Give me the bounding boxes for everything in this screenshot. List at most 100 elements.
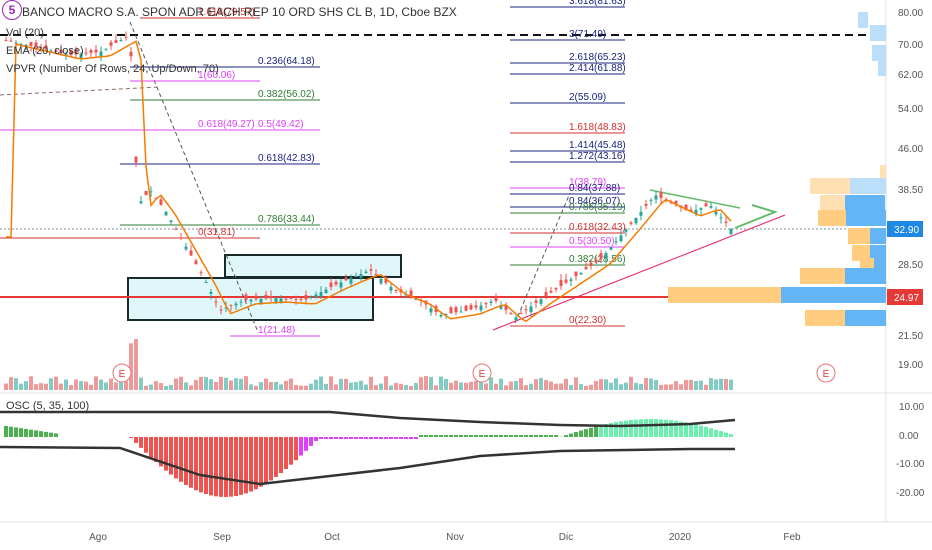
oscillator-bar — [589, 427, 593, 437]
legend-vpvr[interactable]: VPVR (Number Of Rows, 24, Up/Down, 70) — [6, 63, 219, 75]
time-tick: Dic — [559, 532, 573, 543]
oscillator-bar — [129, 437, 133, 438]
oscillator-bar — [214, 437, 218, 497]
candle — [49, 50, 53, 52]
candle — [349, 278, 353, 284]
oscillator-bar — [369, 437, 373, 439]
oscillator-bar — [524, 435, 528, 437]
oscillator-bar — [694, 424, 698, 437]
trend-dashed-line — [0, 86, 161, 96]
volume-bar — [59, 383, 63, 390]
candle — [509, 313, 513, 315]
volume-bar — [469, 381, 473, 390]
volume-bar — [79, 381, 83, 390]
candle — [344, 277, 348, 281]
volume-bar — [249, 384, 253, 390]
oscillator-bar — [614, 422, 618, 437]
oscillator-bar — [689, 423, 693, 437]
volume-bar — [334, 384, 338, 390]
candle — [524, 309, 528, 311]
volume-bar — [719, 378, 723, 390]
volume-bar — [649, 378, 653, 390]
candle — [694, 209, 698, 214]
candle — [449, 307, 453, 314]
legend-oscillator[interactable]: OSC (5, 35, 100) — [6, 400, 90, 412]
candle — [89, 50, 93, 53]
oscillator-signal-line-1 — [0, 410, 736, 428]
candle — [199, 272, 203, 274]
volume-bar — [564, 378, 568, 390]
oscillator-bar — [514, 435, 518, 437]
candle — [484, 303, 488, 305]
volume-bar — [389, 385, 393, 390]
candle — [69, 50, 73, 55]
volume-bar — [604, 379, 608, 390]
candle — [454, 307, 458, 313]
volume-bar — [729, 379, 733, 390]
time-tick: Feb — [783, 532, 801, 543]
oscillator-bar — [674, 420, 678, 437]
volume-bar — [369, 376, 373, 390]
earnings-marker[interactable]: E — [112, 363, 132, 383]
candle — [204, 282, 208, 283]
volume-bar — [619, 384, 623, 390]
volume-bar — [189, 385, 193, 390]
projection-arrow[interactable] — [734, 204, 779, 229]
consolidation-box-2[interactable] — [224, 254, 402, 278]
candle — [59, 49, 63, 53]
candle — [319, 292, 323, 297]
volume-bar — [509, 381, 513, 390]
oscillator-bar — [149, 437, 153, 458]
volume-bar — [534, 379, 538, 390]
oscillator-bar — [39, 431, 43, 437]
oscillator-bar — [459, 435, 463, 437]
vpvr-row — [858, 12, 868, 28]
candle — [129, 51, 133, 57]
candle — [699, 208, 703, 210]
candle — [634, 217, 638, 224]
volume-bar — [119, 376, 123, 390]
candle — [149, 191, 153, 193]
oscillator-bar — [419, 435, 423, 437]
fib-level-label: 0.236(64.18) — [258, 56, 315, 67]
candle — [4, 40, 8, 42]
volume-bar — [449, 382, 453, 390]
volume-bar — [674, 381, 678, 390]
oscillator-bar — [619, 421, 623, 437]
oscillator-bar — [274, 437, 278, 477]
candle — [394, 289, 398, 291]
candle — [209, 292, 213, 294]
candle — [629, 222, 633, 224]
oscillator-bar — [169, 437, 173, 475]
oscillator-bar — [654, 419, 658, 437]
candle — [279, 298, 283, 304]
pennant-top-line[interactable] — [649, 189, 741, 209]
fib-connector-right — [514, 192, 571, 324]
earnings-marker[interactable]: E — [816, 363, 836, 383]
fib-level-label: 0.84(36.07) — [569, 196, 620, 207]
volume-bar — [94, 376, 98, 390]
legend-ema[interactable]: EMA (20, close) — [6, 45, 84, 57]
volume-bar — [629, 376, 633, 390]
earnings-marker[interactable]: E — [472, 363, 492, 383]
candle — [729, 228, 733, 235]
svg-text:32.90: 32.90 — [894, 225, 919, 236]
oscillator-bar — [404, 437, 408, 439]
volume-bar — [239, 378, 243, 390]
oscillator-bar — [289, 437, 293, 465]
legend-volume[interactable]: Vol (20) — [6, 27, 44, 39]
candle — [224, 307, 228, 309]
volume-bar — [529, 383, 533, 390]
oscillator-bar — [729, 434, 733, 437]
volume-bar — [424, 376, 428, 390]
candle — [374, 274, 378, 276]
oscillator-bar — [554, 435, 558, 437]
volume-bar — [584, 385, 588, 390]
volume-bar — [624, 382, 628, 390]
volume-bar — [539, 378, 543, 390]
oscillator-bar — [479, 435, 483, 437]
volume-bar — [504, 385, 508, 390]
oscillator-bar — [34, 430, 38, 437]
oscillator-bar — [719, 431, 723, 437]
